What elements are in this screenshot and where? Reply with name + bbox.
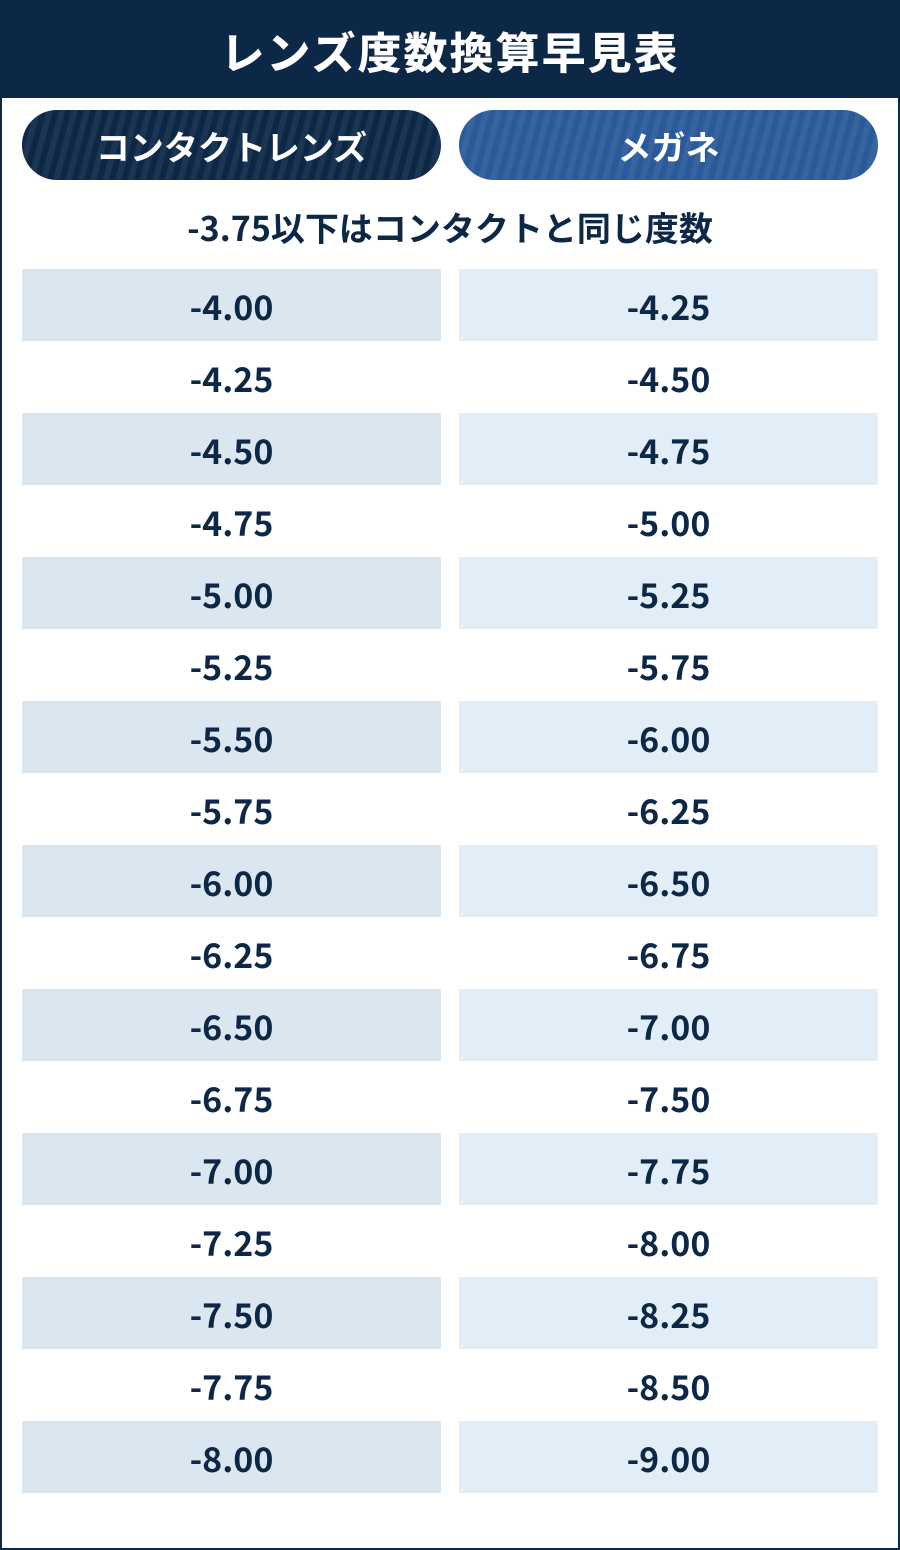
cell-glasses: -4.75	[459, 413, 878, 485]
cell-contact-lens: -7.50	[22, 1277, 441, 1349]
cell-contact-lens: -7.75	[22, 1349, 441, 1421]
cell-glasses: -6.00	[459, 701, 878, 773]
table-row: -5.25-5.75	[22, 629, 878, 701]
cell-glasses: -7.00	[459, 989, 878, 1061]
table-row: -7.75-8.50	[22, 1349, 878, 1421]
content-area: コンタクトレンズ メガネ -3.75以下はコンタクトと同じ度数 -4.00-4.…	[2, 98, 898, 1548]
cell-contact-lens: -4.25	[22, 341, 441, 413]
cell-contact-lens: -7.00	[22, 1133, 441, 1205]
cell-contact-lens: -6.25	[22, 917, 441, 989]
table-row: -7.25-8.00	[22, 1205, 878, 1277]
cell-contact-lens: -4.50	[22, 413, 441, 485]
table-row: -6.50-7.00	[22, 989, 878, 1061]
table-row: -5.75-6.25	[22, 773, 878, 845]
cell-contact-lens: -7.25	[22, 1205, 441, 1277]
cell-contact-lens: -8.00	[22, 1421, 441, 1493]
cell-glasses: -9.00	[459, 1421, 878, 1493]
cell-glasses: -5.00	[459, 485, 878, 557]
cell-contact-lens: -4.75	[22, 485, 441, 557]
page-title: レンズ度数換算早見表	[2, 2, 898, 98]
table-row: -4.25-4.50	[22, 341, 878, 413]
table-row: -4.00-4.25	[22, 269, 878, 341]
column-header-left-label: コンタクトレンズ	[96, 121, 367, 170]
table-row: -6.00-6.50	[22, 845, 878, 917]
cell-glasses: -5.25	[459, 557, 878, 629]
cell-glasses: -5.75	[459, 629, 878, 701]
cell-glasses: -7.75	[459, 1133, 878, 1205]
column-header-glasses: メガネ	[459, 110, 878, 180]
cell-contact-lens: -4.00	[22, 269, 441, 341]
cell-contact-lens: -5.25	[22, 629, 441, 701]
cell-contact-lens: -5.75	[22, 773, 441, 845]
table-row: -4.75-5.00	[22, 485, 878, 557]
cell-glasses: -6.50	[459, 845, 878, 917]
table-row: -4.50-4.75	[22, 413, 878, 485]
cell-glasses: -8.25	[459, 1277, 878, 1349]
cell-contact-lens: -6.75	[22, 1061, 441, 1133]
cell-glasses: -7.50	[459, 1061, 878, 1133]
column-header-right-label: メガネ	[618, 121, 720, 170]
table-row: -7.00-7.75	[22, 1133, 878, 1205]
cell-glasses: -6.25	[459, 773, 878, 845]
cell-contact-lens: -6.00	[22, 845, 441, 917]
table-row: -5.50-6.00	[22, 701, 878, 773]
table-row: -6.25-6.75	[22, 917, 878, 989]
column-header-contact-lens: コンタクトレンズ	[22, 110, 441, 180]
cell-glasses: -4.50	[459, 341, 878, 413]
table-row: -7.50-8.25	[22, 1277, 878, 1349]
cell-contact-lens: -5.00	[22, 557, 441, 629]
cell-contact-lens: -5.50	[22, 701, 441, 773]
cell-glasses: -8.00	[459, 1205, 878, 1277]
column-headers: コンタクトレンズ メガネ	[22, 110, 878, 180]
table-row: -8.00-9.00	[22, 1421, 878, 1493]
table-row: -5.00-5.25	[22, 557, 878, 629]
note-text: -3.75以下はコンタクトと同じ度数	[22, 202, 878, 251]
cell-glasses: -8.50	[459, 1349, 878, 1421]
cell-glasses: -4.25	[459, 269, 878, 341]
cell-contact-lens: -6.50	[22, 989, 441, 1061]
cell-glasses: -6.75	[459, 917, 878, 989]
table-row: -6.75-7.50	[22, 1061, 878, 1133]
conversion-table-container: レンズ度数換算早見表 コンタクトレンズ メガネ -3.75以下はコンタクトと同じ…	[0, 0, 900, 1550]
conversion-table: -4.00-4.25-4.25-4.50-4.50-4.75-4.75-5.00…	[22, 269, 878, 1530]
